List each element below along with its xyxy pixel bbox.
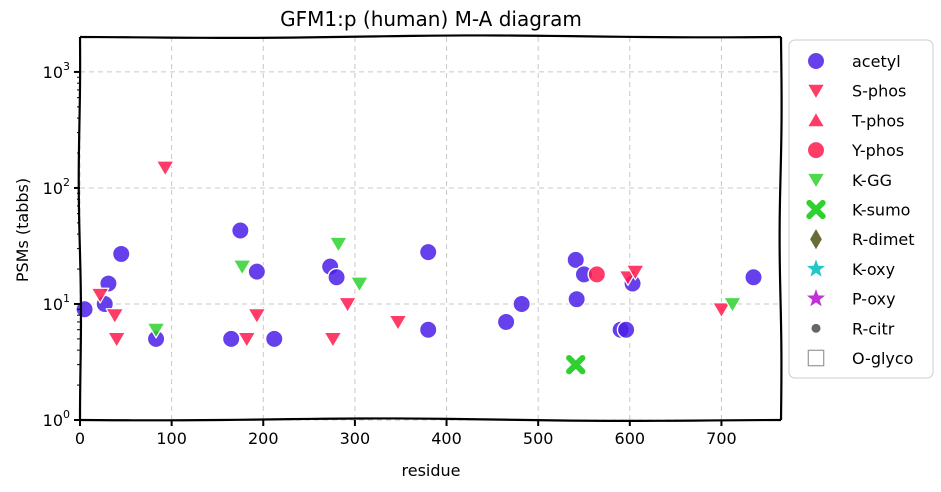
y-axis-ticks: 100 101 102 103 (43, 60, 80, 430)
data-point-s-phos (323, 331, 343, 348)
x-tick-label: 600 (615, 429, 646, 448)
legend-box (788, 39, 934, 379)
legend-label: S-phos (852, 82, 906, 101)
data-point-acetyl (616, 320, 636, 340)
frame-top (79, 34, 782, 39)
legend-marker-acetyl (806, 51, 826, 71)
data-point-s-phos (338, 296, 357, 313)
data-point-k-gg (329, 236, 348, 253)
data-point-s-phos (105, 308, 125, 325)
legend-label: K-GG (852, 171, 892, 190)
legend-marker-o-glyco (807, 349, 825, 367)
data-point-k-gg (146, 322, 166, 339)
x-axis-label: residue (402, 461, 461, 480)
data-point-s-phos (90, 287, 110, 304)
legend-marker-k-oxy (806, 259, 826, 277)
legend-label: K-oxy (852, 260, 895, 279)
legend-label: P-oxy (852, 290, 896, 309)
data-point-k-gg (723, 296, 742, 313)
data-point-acetyl (264, 329, 284, 349)
x-tick-label: 0 (75, 429, 85, 448)
data-point-k-gg (232, 259, 252, 276)
data-point-s-phos (626, 264, 645, 281)
y-tick-label: 100 (43, 408, 70, 430)
x-tick-label: 500 (523, 429, 554, 448)
x-tick-label: 300 (340, 429, 371, 448)
grid-lines (79, 37, 781, 421)
data-point-acetyl (418, 242, 438, 262)
x-tick-label: 100 (156, 429, 187, 448)
data-point-k-sumo (566, 354, 586, 375)
data-point-s-phos (712, 302, 731, 319)
legend-label: R-citr (852, 319, 895, 338)
legend-marker-r-citr (811, 323, 821, 333)
data-point-y-phos (587, 264, 607, 284)
y-axis-label: PSMs (tabbs) (13, 178, 32, 282)
frame-bottom (79, 417, 782, 422)
data-point-s-phos (388, 314, 408, 331)
x-axis-ticks: 0 100 200 300 400 500 600 700 (75, 420, 737, 448)
x-tick-label: 200 (248, 429, 279, 448)
legend-label: acetyl (852, 52, 901, 71)
data-point-k-gg (350, 276, 369, 293)
frame-right (778, 36, 783, 421)
legend-label: T-phos (851, 111, 905, 130)
y-tick-label: 101 (43, 292, 70, 314)
legend-marker-s-phos (806, 83, 826, 100)
x-tick-label: 400 (431, 429, 462, 448)
data-point-acetyl (418, 320, 438, 340)
y-tick-label: 102 (43, 176, 70, 198)
data-point-acetyl (744, 267, 763, 287)
chart-title: GFM1:p (human) M-A diagram (280, 7, 582, 31)
y-tick-label: 103 (43, 60, 70, 82)
data-points (75, 160, 763, 375)
data-point-acetyl (230, 221, 250, 240)
data-point-acetyl (221, 329, 241, 349)
data-point-acetyl (111, 244, 131, 264)
data-point-acetyl (512, 294, 532, 314)
legend-marker-p-oxy (806, 289, 826, 307)
data-point-s-phos (107, 331, 126, 348)
data-point-acetyl (566, 250, 586, 270)
data-point-acetyl (327, 267, 346, 287)
legend-label: K-sumo (852, 201, 910, 220)
legend-marker-r-dimet (810, 229, 822, 250)
data-point-s-phos (247, 308, 267, 325)
x-tick-label: 700 (706, 429, 737, 448)
data-point-s-phos (155, 160, 175, 177)
legend-label: O-glyco (852, 349, 913, 368)
legend-label: Y-phos (851, 141, 904, 160)
legend: acetyl S-phos T-phos Y-phos K-GG K-sumo R-dime… (788, 39, 934, 379)
data-point-acetyl (567, 289, 587, 309)
legend-marker-k-gg (806, 172, 826, 189)
legend-marker-k-sumo (806, 199, 826, 220)
data-point-acetyl (496, 312, 516, 332)
data-point-s-phos (237, 331, 257, 348)
frame-left (77, 36, 83, 421)
legend-marker-y-phos (806, 140, 826, 160)
data-point-acetyl (247, 262, 267, 282)
legend-label: R-dimet (852, 230, 915, 249)
legend-marker-t-phos (806, 111, 826, 128)
plot-frame (77, 34, 783, 422)
